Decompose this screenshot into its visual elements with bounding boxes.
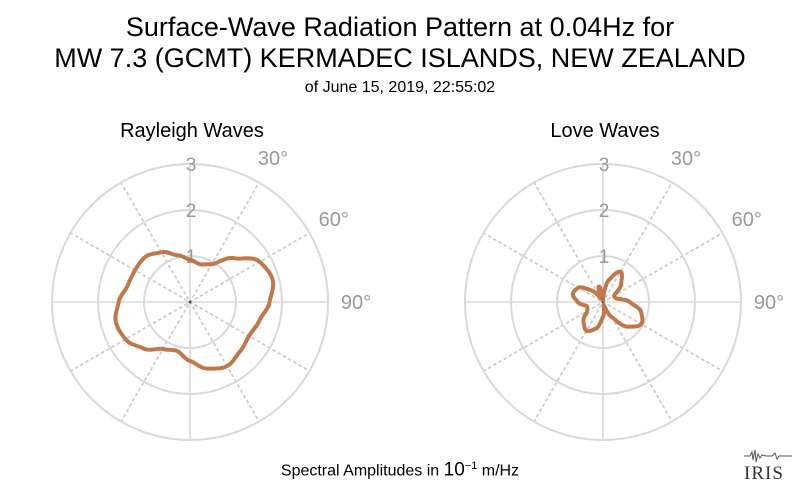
angular-tick-label: 90° <box>754 292 784 314</box>
angular-tick-label: 60° <box>732 209 762 231</box>
angular-tick-label: 30° <box>671 148 701 170</box>
units-prefix: Spectral Amplitudes in <box>280 462 444 480</box>
polar-center <box>188 300 192 304</box>
radial-ring <box>51 163 329 441</box>
radial-tick-label: 2 <box>599 201 610 222</box>
figure-subtitle: of June 15, 2019, 22:55:02 <box>304 79 496 96</box>
radial-tick-label: 1 <box>599 247 610 268</box>
angular-tick-label: 90° <box>341 292 371 314</box>
radial-tick-label: 3 <box>599 155 610 176</box>
figure-title-line-2: MW 7.3 (GCMT) KERMADEC ISLANDS, NEW ZEAL… <box>54 43 746 73</box>
radial-ring <box>556 255 650 349</box>
units-unit: m/Hz <box>477 462 520 480</box>
rayleigh-pattern-line <box>113 249 276 371</box>
seismogram-logo-icon <box>744 449 792 463</box>
rayleigh-panel-title: Rayleigh Waves <box>120 120 264 142</box>
radial-tick-label: 1 <box>186 247 197 268</box>
units-base: 10 <box>443 459 465 481</box>
amplitude-units-label: Spectral Amplitudes in 10−1 m/Hz <box>0 456 800 481</box>
radial-ring <box>143 255 237 349</box>
radial-ring <box>464 163 742 441</box>
units-exponent: −1 <box>464 460 478 472</box>
love-pattern-line <box>570 269 645 334</box>
love-polar-plot: 1 2 3 30° 60° 90° <box>464 148 784 441</box>
radial-ring <box>510 209 696 395</box>
radial-tick-label: 3 <box>186 155 197 176</box>
angular-tick-label: 30° <box>258 148 288 170</box>
angular-tick-label: 60° <box>319 209 349 231</box>
radial-tick-label: 2 <box>186 201 197 222</box>
rayleigh-polar-plot: 1 2 3 30° 60° 90° <box>51 148 371 441</box>
radial-ring <box>97 209 283 395</box>
love-panel-title: Love Waves <box>550 120 660 142</box>
iris-logo-text: IRIS <box>744 463 784 484</box>
figure-title-line-1: Surface-Wave Radiation Pattern at 0.04Hz… <box>125 12 675 42</box>
